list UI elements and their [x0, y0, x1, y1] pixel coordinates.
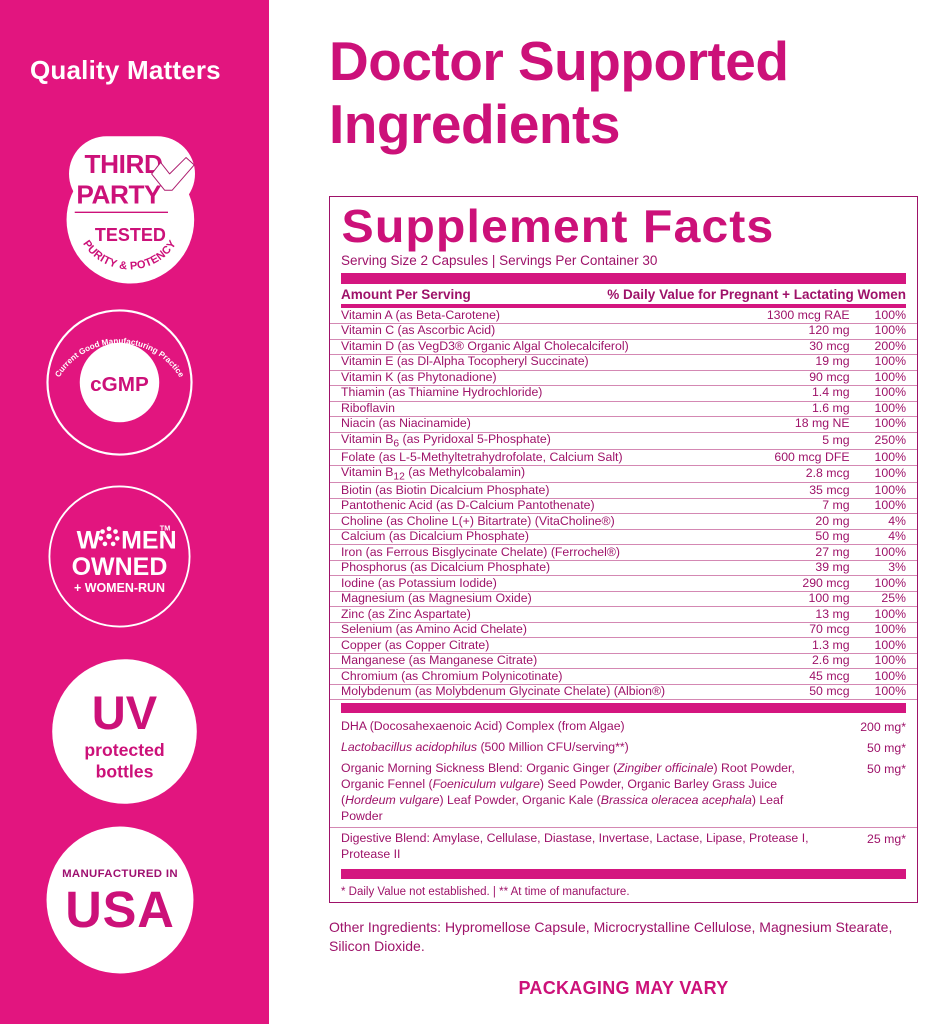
- svg-text:+ WOMEN-RUN: + WOMEN-RUN: [74, 581, 165, 595]
- svg-text:bottles: bottles: [96, 762, 154, 782]
- svg-text:UV: UV: [92, 686, 158, 739]
- svg-text:TESTED: TESTED: [95, 225, 166, 245]
- svg-text:THIRD: THIRD: [85, 149, 163, 179]
- svg-text:TM: TM: [160, 524, 170, 533]
- svg-text:USA: USA: [65, 881, 175, 938]
- svg-text:MANUFACTURED IN: MANUFACTURED IN: [62, 868, 178, 880]
- svg-text:cGMP: cGMP: [90, 373, 149, 396]
- svg-text:W: W: [77, 526, 101, 554]
- svg-text:PARTY: PARTY: [76, 179, 162, 209]
- svg-text:OWNED: OWNED: [72, 553, 168, 581]
- svg-text:protected: protected: [84, 740, 164, 760]
